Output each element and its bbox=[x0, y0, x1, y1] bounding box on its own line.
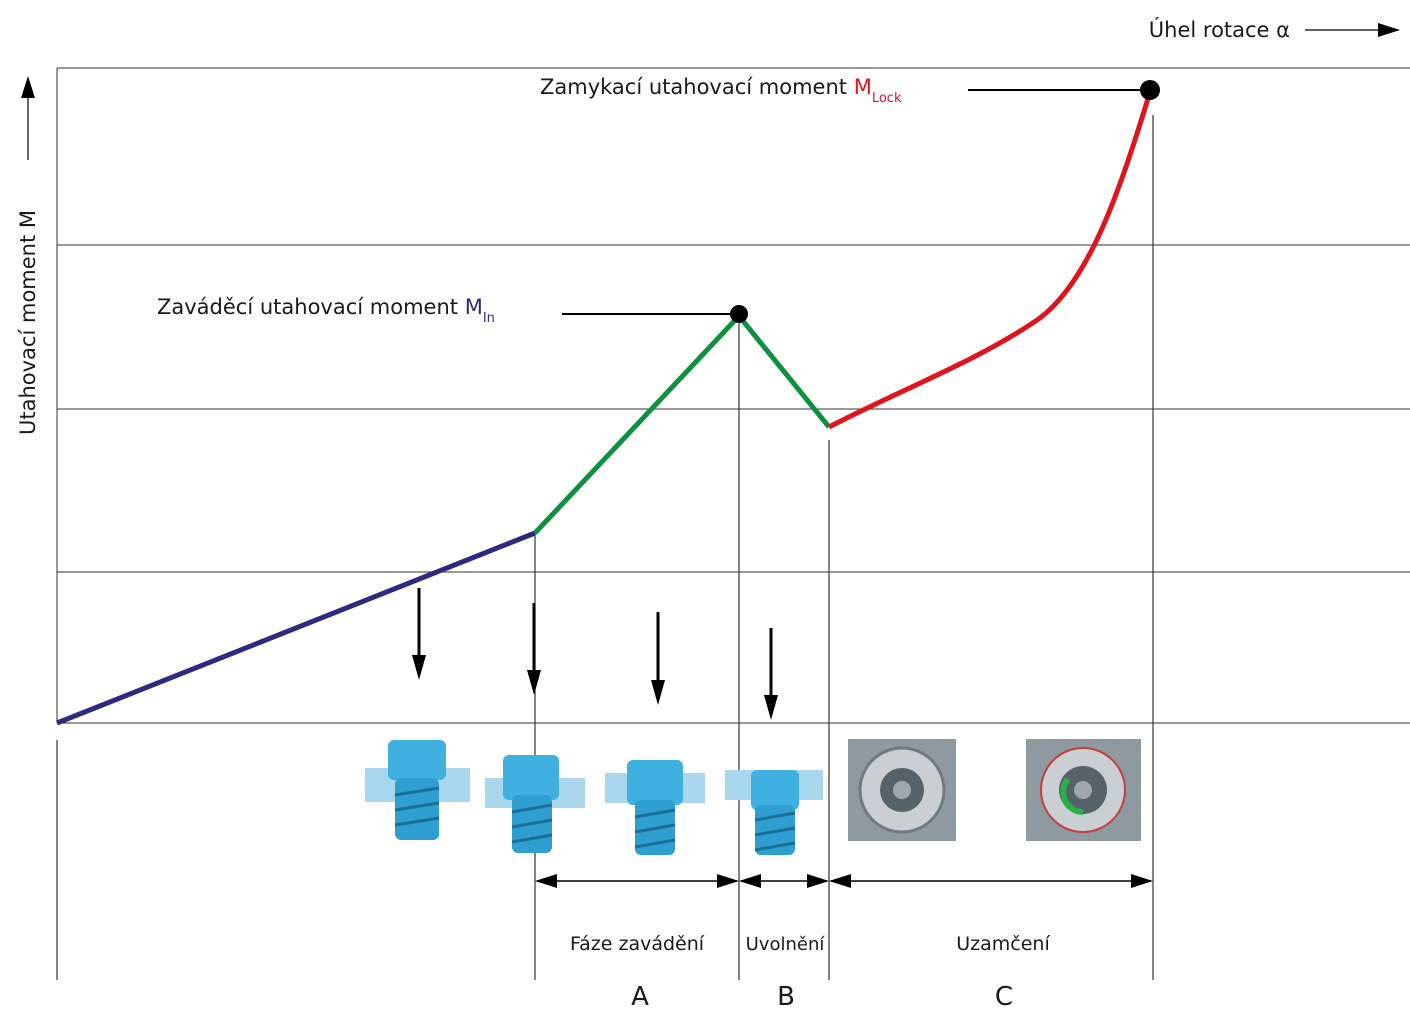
grid bbox=[56, 67, 1410, 724]
annotation-lock: Zamykací utahovací moment MLock bbox=[540, 75, 902, 106]
screw-images bbox=[365, 739, 1141, 855]
point-in bbox=[730, 305, 748, 323]
annotation-in: Zaváděcí utahovací moment MIn bbox=[157, 295, 495, 326]
phase-letter: B bbox=[777, 982, 795, 1010]
curve-green bbox=[533, 313, 831, 535]
annotation-label: Zaváděcí utahovací moment bbox=[157, 295, 458, 319]
x-axis-label: Úhel rotace α bbox=[1149, 17, 1290, 42]
phase-name: Fáze zavádění bbox=[570, 933, 705, 955]
phase-name: Uzamčení bbox=[956, 933, 1050, 955]
annotation-subscript: Lock bbox=[872, 91, 902, 106]
y-axis-label: Utahovací moment M bbox=[16, 210, 40, 435]
annotation-label: Zamykací utahovací moment bbox=[540, 75, 847, 99]
down-arrows bbox=[412, 588, 778, 720]
curve-red bbox=[827, 91, 1153, 430]
curve-blue bbox=[56, 530, 536, 726]
phase-letter: C bbox=[995, 982, 1013, 1010]
phase-letter: A bbox=[631, 982, 649, 1010]
phase-lines bbox=[56, 115, 1154, 980]
annotation-symbol: M bbox=[854, 75, 872, 99]
phase-name: Uvolnění bbox=[746, 934, 826, 955]
point-lock bbox=[1140, 80, 1160, 100]
annotation-symbol: M bbox=[465, 295, 483, 319]
annotation-subscript: In bbox=[483, 311, 495, 326]
